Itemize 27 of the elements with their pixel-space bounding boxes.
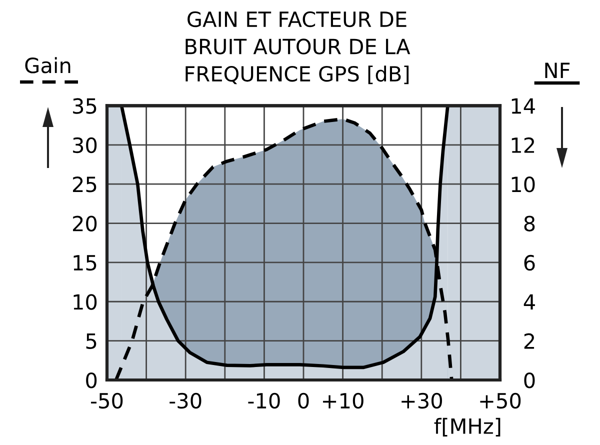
y2-tick-label: 8 <box>524 216 535 232</box>
y-tick-label: 20 <box>72 216 97 232</box>
x-tick-label: 0 <box>298 392 309 409</box>
x-tick-label: -10 <box>248 392 280 409</box>
y-axis-title: Gain <box>25 57 70 74</box>
y2-axis-title: NF <box>545 62 570 78</box>
chart-title: GAIN ET FACTEUR DE BRUIT AUTOUR DE LA FREQUENCE GPS [dB] <box>186 11 410 84</box>
y-tick-label: 15 <box>74 255 96 271</box>
y-tick-label: 25 <box>72 176 96 192</box>
x-axis-title: f[MHz] <box>434 418 500 436</box>
y-tick-label: 10 <box>74 294 97 310</box>
y-tick-label: 0 <box>86 372 97 388</box>
x-tick-label: +10 <box>323 392 364 409</box>
y-tick-label: 35 <box>73 98 96 114</box>
y2-tick-label: 10 <box>512 176 535 192</box>
x-tick-label: -30 <box>170 392 202 409</box>
y2-tick-label: 0 <box>524 372 535 388</box>
y-tick-label: 5 <box>86 334 96 350</box>
x-tick-label: -50 <box>91 392 123 409</box>
y2-tick-label: 6 <box>524 254 535 271</box>
y2-tick-label: 12 <box>512 137 534 153</box>
y2-tick-label: 14 <box>512 98 535 114</box>
y2-tick-label: 4 <box>524 294 535 310</box>
y2-tick-label: 2 <box>524 333 534 349</box>
x-tick-label: +50 <box>480 392 521 409</box>
x-tick-label: +30 <box>402 392 442 409</box>
y-tick-label: 30 <box>73 137 97 154</box>
